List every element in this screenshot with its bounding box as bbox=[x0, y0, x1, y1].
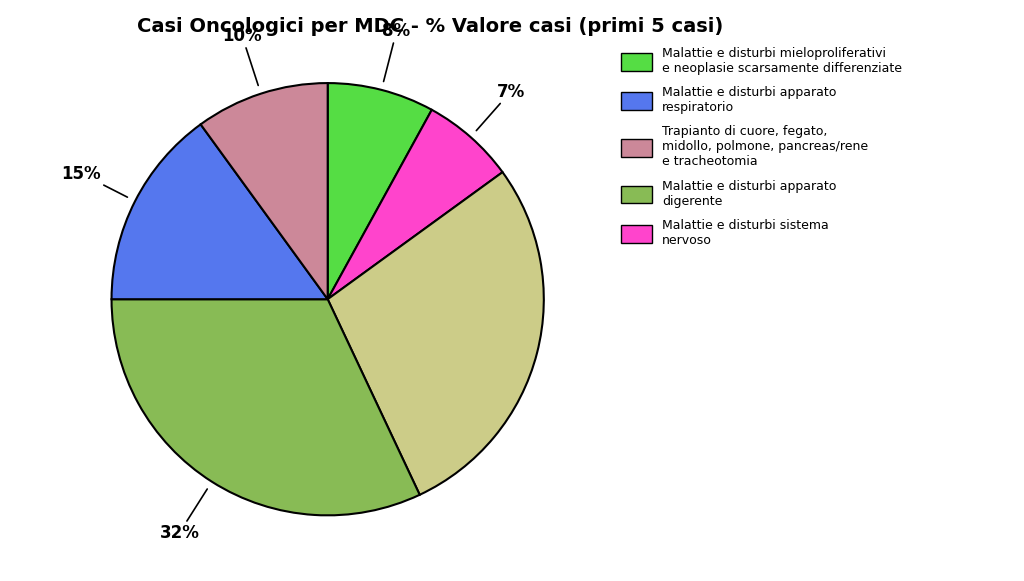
Text: Casi Oncologici per MDC - % Valore casi (primi 5 casi): Casi Oncologici per MDC - % Valore casi … bbox=[137, 17, 723, 37]
Text: 32%: 32% bbox=[160, 489, 207, 542]
Text: 10%: 10% bbox=[222, 27, 262, 85]
Wedge shape bbox=[201, 83, 328, 299]
Wedge shape bbox=[328, 110, 503, 299]
Wedge shape bbox=[328, 172, 544, 495]
Wedge shape bbox=[328, 83, 432, 299]
Wedge shape bbox=[112, 299, 420, 515]
Text: 7%: 7% bbox=[476, 83, 524, 131]
Wedge shape bbox=[112, 124, 328, 299]
Text: 8%: 8% bbox=[382, 22, 411, 81]
Text: 15%: 15% bbox=[61, 164, 127, 197]
Legend: Malattie e disturbi mieloproliferativi
e neoplasie scarsamente differenziate, Ma: Malattie e disturbi mieloproliferativi e… bbox=[621, 47, 902, 247]
